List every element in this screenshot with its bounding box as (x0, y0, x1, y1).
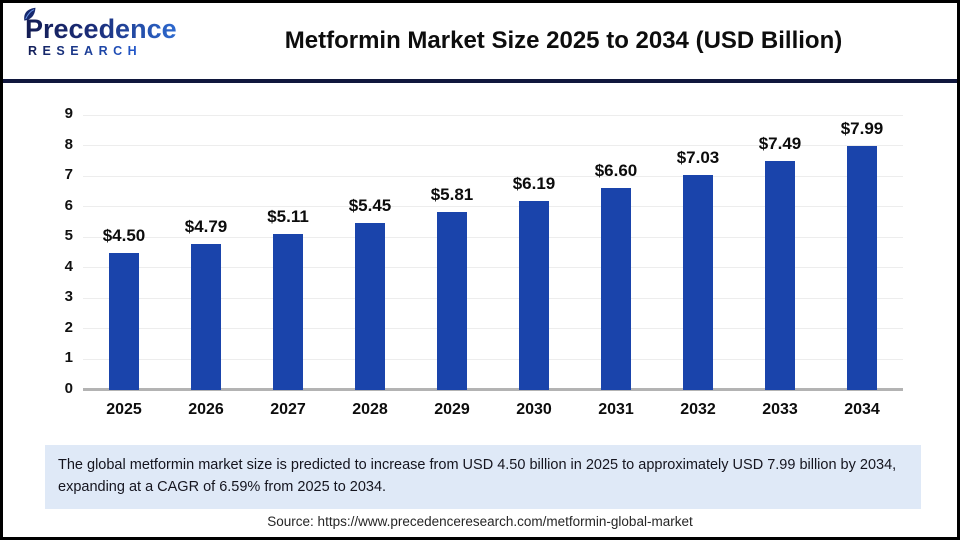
page-title: Metformin Market Size 2025 to 2034 (USD … (284, 27, 843, 54)
logo-wordmark: Precedence (23, 7, 183, 43)
bar (355, 223, 385, 390)
bar-value-label: $7.99 (840, 118, 884, 138)
bar (847, 145, 877, 390)
source-line: Source: https://www.precedenceresearch.c… (267, 514, 693, 529)
leaf-icon (24, 7, 36, 21)
x-tick-label: 2031 (598, 401, 634, 418)
precedence-research-logo: Precedence RESEARCH (23, 7, 183, 58)
bar (191, 243, 221, 390)
x-tick-label: 2025 (106, 401, 142, 418)
x-tick-label: 2034 (844, 401, 880, 418)
y-tick-label: 2 (64, 318, 73, 336)
header: Precedence RESEARCH Metformin Market Siz… (3, 3, 957, 79)
gridline (83, 145, 903, 147)
bar (683, 175, 713, 390)
x-tick-label: 2032 (680, 401, 716, 418)
bar-value-label: $5.45 (348, 196, 392, 216)
y-tick-label: 0 (64, 380, 73, 397)
x-tick-label: 2033 (762, 401, 798, 418)
gridline (83, 206, 903, 208)
x-tick-label: 2028 (352, 401, 388, 418)
gridline (83, 114, 903, 116)
gridline (83, 328, 903, 330)
x-tick-label: 2029 (434, 401, 470, 418)
y-tick-label: 7 (64, 166, 73, 184)
bar (765, 161, 795, 390)
logo-line2-text: RESEARCH (23, 44, 183, 58)
y-tick-label: 9 (64, 105, 73, 122)
bar-value-label: $5.81 (430, 185, 474, 205)
bar-value-label: $7.03 (676, 148, 720, 168)
bar-value-label: $5.11 (267, 206, 309, 226)
gridline (83, 236, 903, 238)
gridline (83, 175, 903, 177)
gridline (83, 358, 903, 360)
bar-value-label: $6.19 (512, 173, 556, 193)
x-tick-label: 2026 (188, 401, 224, 418)
bar (273, 233, 303, 390)
y-tick-label: 5 (64, 227, 73, 245)
summary-note-text: The global metformin market size is pred… (58, 457, 897, 495)
bar-value-label: $4.79 (184, 216, 228, 236)
x-axis-baseline (83, 388, 903, 391)
y-tick-label: 1 (64, 349, 73, 367)
header-divider (3, 79, 957, 83)
y-tick-label: 4 (64, 257, 73, 275)
y-tick-label: 6 (64, 196, 73, 214)
gridline (83, 297, 903, 299)
bar-value-label: $6.60 (594, 161, 638, 181)
bar (519, 200, 549, 390)
y-tick-label: 3 (64, 288, 73, 306)
bar-value-label: $4.50 (102, 225, 146, 245)
y-tick-label: 8 (64, 135, 73, 153)
summary-note-box: The global metformin market size is pred… (45, 445, 921, 509)
gridline (83, 267, 903, 269)
bar-value-label: $7.49 (758, 134, 802, 154)
bar (437, 212, 467, 390)
bar (109, 252, 139, 390)
x-tick-label: 2027 (270, 401, 306, 418)
bar-chart: 0 1 2 3 4 5 6 7 8 9 $4.50 2025 $4.79 2026 $5.11 2027 $5.… (3, 3, 957, 537)
bar (601, 188, 631, 390)
x-tick-label: 2030 (516, 401, 552, 418)
